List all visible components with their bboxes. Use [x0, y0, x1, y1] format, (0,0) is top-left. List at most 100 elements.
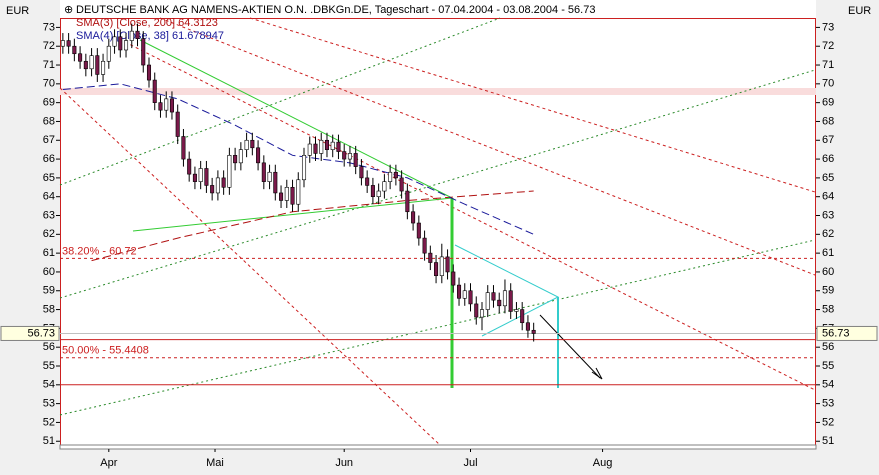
chart-title: DEUTSCHE BANK AG NAMENS-AKTIEN O.N. .DBK… — [76, 4, 595, 16]
candle-body — [405, 190, 410, 213]
y-tick-label: 73 — [43, 21, 55, 33]
candle-body — [89, 55, 94, 70]
candle-body — [474, 303, 479, 318]
y-tick-label-right: 64 — [822, 191, 834, 203]
y-tick-label: 52 — [43, 416, 55, 428]
x-tick-label: Jul — [463, 457, 477, 469]
trend-line — [59, 17, 501, 186]
y-tick-label: 60 — [43, 266, 55, 278]
candle-body — [462, 290, 467, 299]
candle-body — [106, 45, 111, 62]
y-tick-label-right: 61 — [822, 247, 834, 259]
candle-body — [187, 158, 192, 175]
candle-body — [250, 139, 255, 149]
y-tick-label: 66 — [43, 153, 55, 165]
y-tick-label: 51 — [43, 435, 55, 447]
legend-entry: SMA(3) [Close, 200] 64.3123 — [76, 17, 218, 29]
candle-body — [445, 256, 450, 273]
y-tick-label: 64 — [43, 191, 55, 203]
candle-body — [359, 166, 364, 179]
last-price-box — [0, 325, 60, 341]
candle-body — [101, 60, 106, 75]
y-tick-label-right: 58 — [822, 303, 834, 315]
candle-body — [95, 55, 100, 75]
candle-body — [261, 162, 266, 182]
plot-frame — [60, 18, 816, 446]
left-axis-panel — [0, 0, 60, 450]
channel-line — [124, 41, 816, 391]
candle-body — [290, 186, 295, 205]
candle-body — [468, 290, 473, 305]
candle-body — [267, 171, 272, 182]
candle-body — [376, 190, 381, 198]
candle-body — [146, 64, 152, 81]
y-tick-label: 65 — [43, 172, 55, 184]
candle-body — [152, 79, 157, 103]
candle-body — [319, 139, 324, 154]
y-tick-label: 59 — [43, 285, 55, 297]
candle-body — [227, 155, 232, 188]
candle-body — [221, 177, 226, 188]
last-price-label: 56.73 — [27, 327, 55, 339]
candle-body — [204, 168, 209, 186]
candle-body — [192, 173, 197, 182]
candle-body — [479, 309, 485, 318]
candle-body — [411, 211, 416, 224]
y-tick-label-right: 73 — [822, 21, 834, 33]
y-tick-label-right: 68 — [822, 115, 834, 127]
candle-body — [112, 36, 117, 47]
candle-body — [135, 30, 140, 39]
y-tick-label: 67 — [43, 134, 55, 146]
candle-body — [83, 60, 88, 70]
right-axis-panel — [816, 0, 879, 450]
y-tick-label: 70 — [43, 78, 55, 90]
y-tick-label-right: 67 — [822, 134, 834, 146]
candle-body — [457, 284, 462, 299]
candle-body — [244, 139, 249, 150]
y-tick-label: 68 — [43, 115, 55, 127]
trend-line — [59, 69, 816, 299]
y-tick-label-right: 54 — [822, 379, 834, 391]
unit-label-left: EUR — [6, 5, 29, 17]
candle-body — [502, 290, 507, 307]
candle-body — [301, 155, 307, 181]
y-tick-label: 53 — [43, 398, 55, 410]
candle-body — [330, 141, 335, 150]
y-tick-label: 54 — [43, 379, 55, 391]
candle-body — [497, 299, 502, 307]
y-tick-label-right: 72 — [822, 40, 834, 52]
candle-body — [382, 181, 387, 192]
unit-label-right: EUR — [848, 5, 871, 17]
y-tick-label-right: 62 — [822, 228, 834, 240]
candle-body — [365, 177, 370, 186]
candle-body — [353, 153, 358, 167]
candle-body — [141, 38, 146, 66]
last-price-box-right — [816, 325, 878, 341]
y-tick-label: 71 — [43, 59, 55, 71]
y-tick-label-right: 70 — [822, 78, 834, 90]
y-tick-label-right: 53 — [822, 398, 834, 410]
candle-body — [256, 147, 261, 164]
y-tick-label: 61 — [43, 247, 55, 259]
x-tick-label: Mai — [206, 457, 224, 469]
candle-body — [388, 171, 393, 182]
last-price-label-right: 56.73 — [822, 327, 850, 339]
candle-body — [307, 143, 312, 156]
candle-body — [342, 151, 347, 160]
candle-body — [508, 290, 513, 312]
candle-body — [451, 271, 456, 286]
candle-body — [428, 252, 433, 263]
x-tick-label: Aug — [593, 457, 613, 469]
candle-body — [393, 171, 398, 179]
y-tick-label: 63 — [43, 209, 55, 221]
y-tick-label: 69 — [43, 97, 55, 109]
y-tick-label-right: 60 — [822, 266, 834, 278]
drawing-tools — [59, 17, 816, 446]
candle-body — [238, 149, 243, 164]
candle-body — [520, 309, 525, 324]
candle-body — [485, 292, 490, 310]
trend-line-green — [139, 39, 453, 199]
candle-body — [164, 98, 169, 111]
